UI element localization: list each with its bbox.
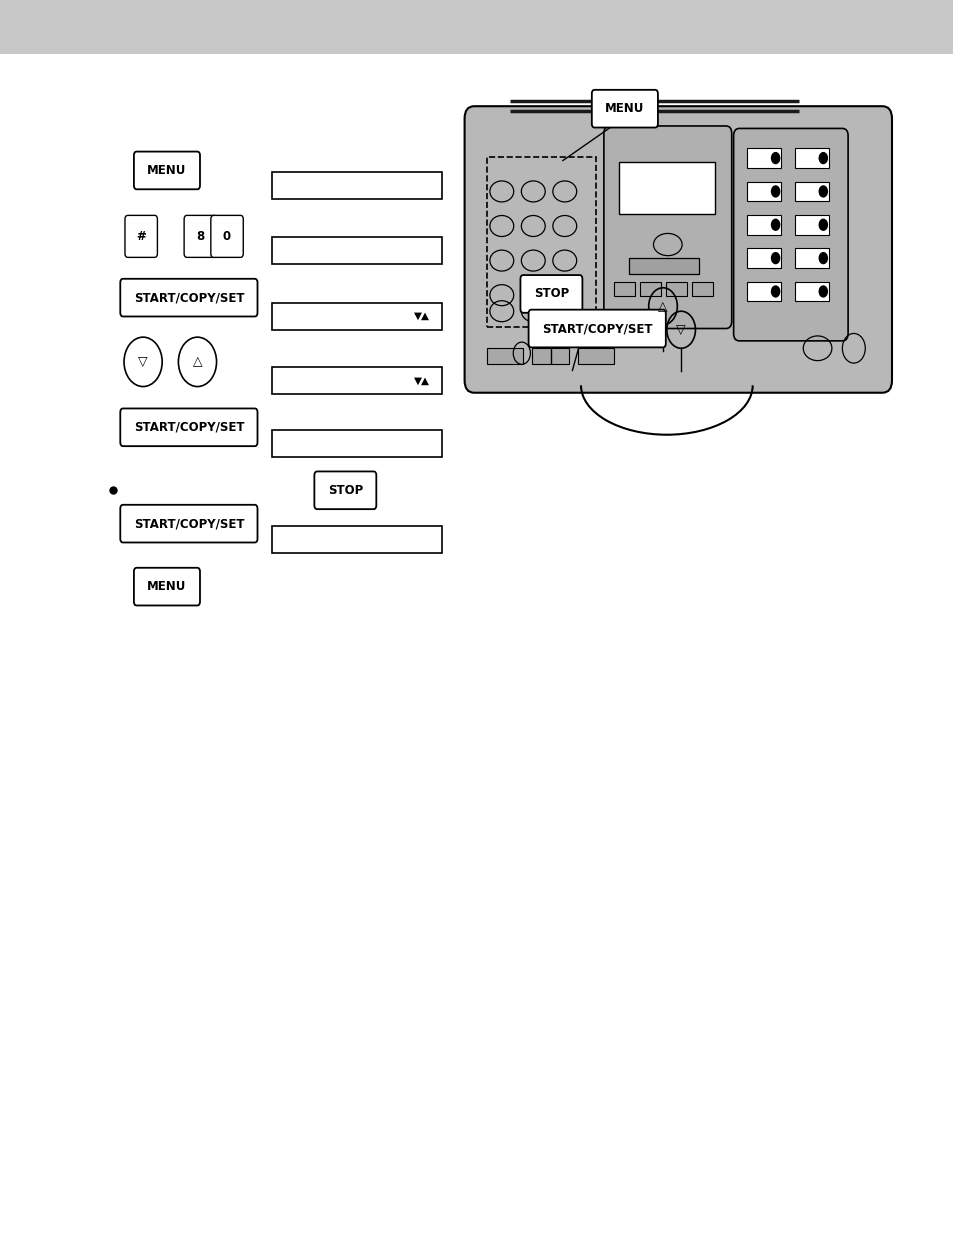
- FancyBboxPatch shape: [733, 128, 847, 341]
- Text: ▽: ▽: [138, 356, 148, 368]
- Text: #: #: [136, 230, 146, 243]
- Bar: [746, 148, 781, 168]
- Bar: [665, 282, 686, 296]
- Bar: [614, 282, 635, 296]
- FancyBboxPatch shape: [120, 279, 257, 316]
- FancyBboxPatch shape: [603, 126, 731, 329]
- Text: MENU: MENU: [147, 164, 187, 177]
- Bar: [272, 237, 441, 264]
- Text: 8: 8: [196, 230, 204, 243]
- Text: MENU: MENU: [147, 580, 187, 593]
- Text: △: △: [193, 356, 202, 368]
- Bar: [794, 248, 828, 268]
- Bar: [272, 172, 441, 199]
- Text: ▽: ▽: [676, 324, 685, 336]
- Bar: [578, 348, 614, 364]
- Text: START/COPY/SET: START/COPY/SET: [133, 517, 244, 530]
- Bar: [272, 367, 441, 394]
- Bar: [794, 148, 828, 168]
- Text: STOP: STOP: [328, 484, 362, 496]
- Bar: [794, 182, 828, 201]
- Text: START/COPY/SET: START/COPY/SET: [133, 421, 244, 433]
- Circle shape: [818, 185, 827, 198]
- Circle shape: [818, 252, 827, 264]
- Bar: [639, 282, 660, 296]
- Circle shape: [818, 219, 827, 231]
- Text: △: △: [658, 300, 667, 312]
- Circle shape: [818, 152, 827, 164]
- FancyBboxPatch shape: [314, 472, 375, 509]
- FancyBboxPatch shape: [133, 568, 200, 605]
- Bar: [746, 282, 781, 301]
- Circle shape: [770, 185, 780, 198]
- Circle shape: [818, 285, 827, 298]
- Text: MENU: MENU: [604, 103, 644, 115]
- Bar: [746, 248, 781, 268]
- Text: STOP: STOP: [534, 288, 568, 300]
- Bar: [486, 348, 522, 364]
- Bar: [618, 162, 714, 214]
- Bar: [794, 215, 828, 235]
- Text: 0: 0: [223, 230, 231, 243]
- Text: ▼▲: ▼▲: [414, 375, 430, 385]
- Text: START/COPY/SET: START/COPY/SET: [133, 291, 244, 304]
- FancyBboxPatch shape: [184, 215, 216, 257]
- Circle shape: [770, 152, 780, 164]
- Bar: [532, 348, 568, 364]
- FancyBboxPatch shape: [591, 90, 658, 127]
- Text: START/COPY/SET: START/COPY/SET: [541, 322, 652, 335]
- Bar: [746, 182, 781, 201]
- Bar: [628, 258, 699, 274]
- FancyBboxPatch shape: [211, 215, 243, 257]
- FancyBboxPatch shape: [464, 106, 891, 393]
- Bar: [486, 157, 596, 327]
- FancyBboxPatch shape: [133, 152, 200, 189]
- FancyBboxPatch shape: [520, 275, 581, 312]
- Circle shape: [770, 252, 780, 264]
- Bar: [691, 282, 712, 296]
- Text: ▼▲: ▼▲: [414, 311, 430, 321]
- Bar: [746, 215, 781, 235]
- Circle shape: [770, 285, 780, 298]
- Bar: [0, 0, 953, 54]
- Bar: [272, 303, 441, 330]
- FancyBboxPatch shape: [125, 215, 157, 257]
- FancyBboxPatch shape: [528, 310, 665, 347]
- Bar: [272, 526, 441, 553]
- Bar: [272, 430, 441, 457]
- FancyBboxPatch shape: [120, 409, 257, 446]
- Bar: [794, 282, 828, 301]
- FancyBboxPatch shape: [120, 505, 257, 542]
- Circle shape: [770, 219, 780, 231]
